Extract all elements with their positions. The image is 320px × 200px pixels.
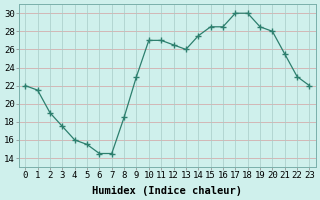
- X-axis label: Humidex (Indice chaleur): Humidex (Indice chaleur): [92, 186, 242, 196]
